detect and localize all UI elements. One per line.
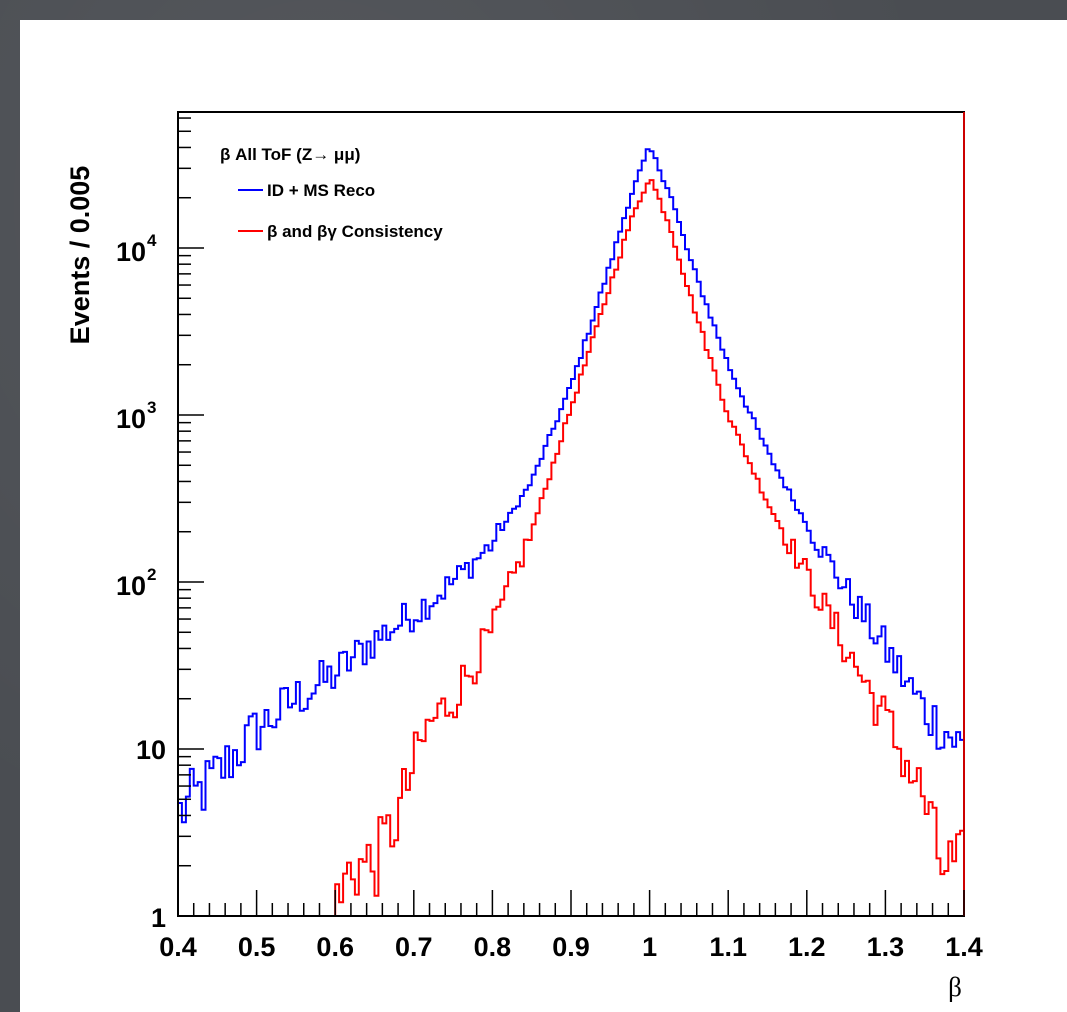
x-tick-label: 1.2 xyxy=(788,932,826,962)
y-tick-exponent: 3 xyxy=(147,398,156,417)
x-tick-label: 1.1 xyxy=(709,932,747,962)
legend-entry-0: ID + MS Reco xyxy=(267,181,375,200)
series-layer xyxy=(178,148,964,917)
slide: 0.4 0.5 0.6 0.7 0.8 0.9 1 1.1 1.2 1.3 1.4 1 10 10 2 10 3… xyxy=(20,20,1067,1012)
x-tick-label: 1.4 xyxy=(945,932,983,962)
x-axis-title: β xyxy=(948,972,962,1002)
y-tick-exponent: 2 xyxy=(147,565,156,584)
x-tick-label: 0.6 xyxy=(316,932,354,962)
legend-entry-1: β and βγ Consistency xyxy=(267,222,443,241)
y-tick-label: 10 xyxy=(116,237,146,267)
x-tick-label: 0.5 xyxy=(238,932,276,962)
axis-ticks xyxy=(177,117,965,917)
x-tick-label: 0.7 xyxy=(395,932,433,962)
y-tick-label: 10 xyxy=(116,404,146,434)
x-tick-label: 0.8 xyxy=(474,932,512,962)
y-tick-label: 1 xyxy=(151,903,166,933)
y-tick-label: 10 xyxy=(136,735,166,765)
series-line-1 xyxy=(178,179,964,917)
y-axis-title: Events / 0.005 xyxy=(65,166,95,345)
x-tick-label: 0.9 xyxy=(552,932,590,962)
series-line-0 xyxy=(178,148,964,824)
legend: β All ToF (Z→ μμ) ID + MS Reco β and βγ Co… xyxy=(220,145,443,241)
x-tick-label: 0.4 xyxy=(159,932,197,962)
y-tick-label: 10 xyxy=(116,571,146,601)
y-tick-exponent: 4 xyxy=(147,231,157,250)
legend-title: β All ToF (Z→ μμ) xyxy=(220,145,360,164)
x-tick-label: 1.3 xyxy=(867,932,905,962)
x-tick-label: 1 xyxy=(642,932,657,962)
